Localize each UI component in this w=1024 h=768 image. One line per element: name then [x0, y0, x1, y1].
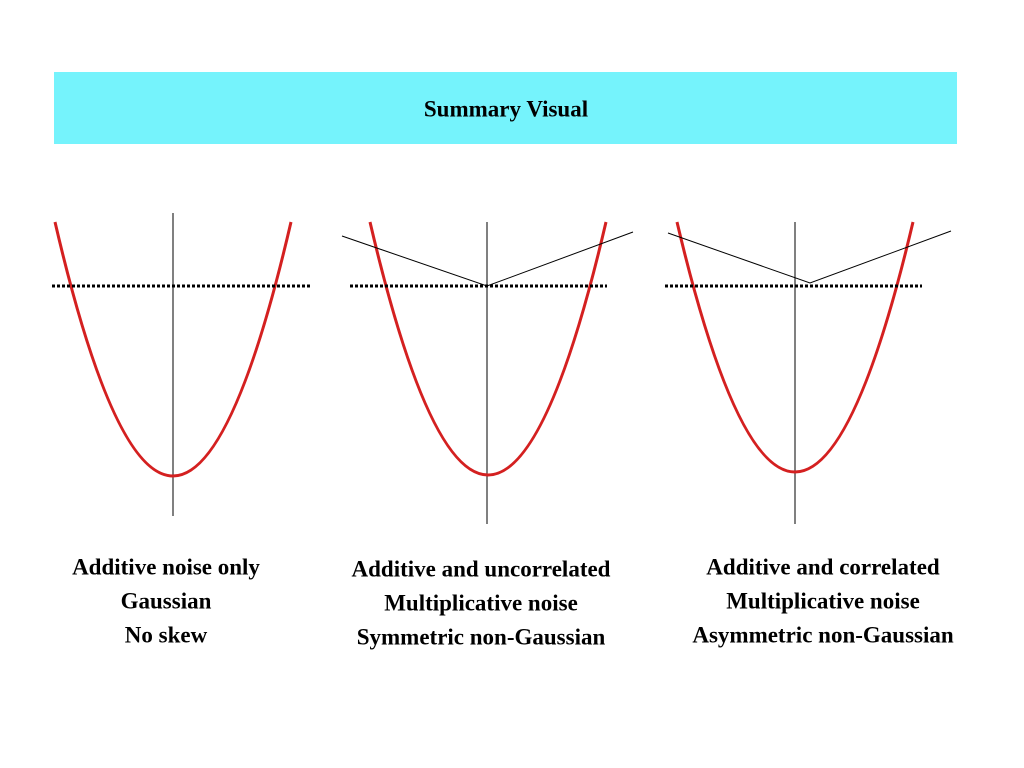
v-lines [667, 230, 952, 284]
panel: Additive noise only Gaussian No skew [52, 213, 310, 647]
caption: Symmetric non-Gaussian [357, 624, 606, 649]
caption: No skew [125, 622, 208, 647]
caption: Multiplicative noise [726, 588, 920, 613]
caption: Asymmetric non-Gaussian [692, 622, 954, 647]
panel: Additive and correlated Multiplicative n… [665, 221, 954, 647]
parabola [53, 221, 293, 478]
parabola [675, 221, 915, 474]
caption: Additive and correlated [706, 554, 940, 579]
slide-title: Summary Visual [424, 96, 588, 121]
caption: Additive and uncorrelated [352, 556, 611, 581]
caption: Gaussian [121, 588, 212, 613]
parabola [368, 221, 608, 477]
panel: Additive and uncorrelated Multiplicative… [341, 221, 634, 649]
title-bar [54, 72, 957, 144]
caption: Multiplicative noise [384, 590, 578, 615]
caption: Additive noise only [72, 554, 260, 579]
